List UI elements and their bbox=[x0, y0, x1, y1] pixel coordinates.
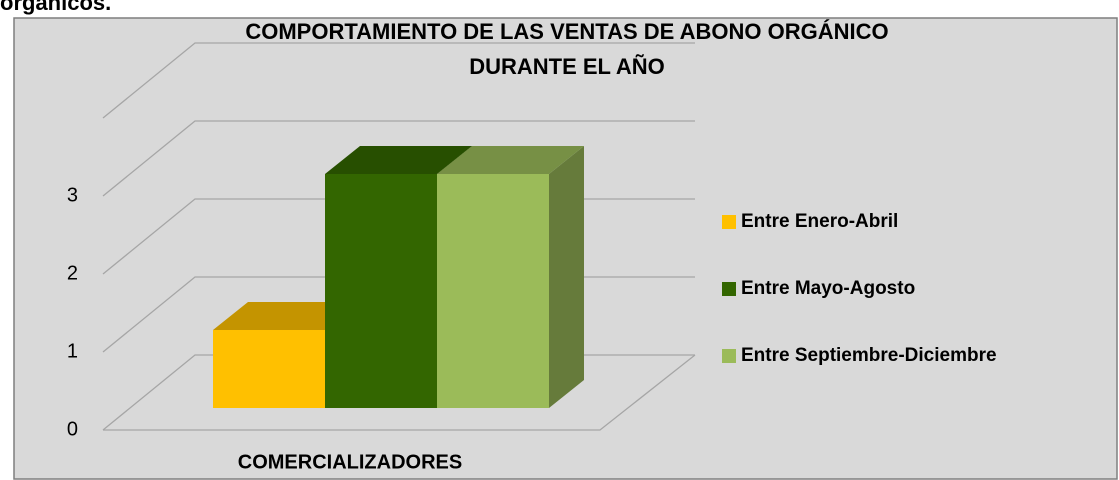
legend-swatch bbox=[722, 215, 736, 229]
grid-line bbox=[102, 120, 695, 197]
chart-title: COMPORTAMIENTO DE LAS VENTAS DE ABONO OR… bbox=[245, 19, 888, 44]
bar-side bbox=[549, 146, 584, 408]
wall-edge bbox=[102, 42, 695, 119]
legend-label: Entre Septiembre-Diciembre bbox=[741, 345, 997, 366]
x-tick-label: COMERCIALIZADORES bbox=[238, 451, 462, 473]
caption: orgánicos. bbox=[0, 0, 111, 15]
y-tick-label: 0 bbox=[67, 418, 78, 440]
y-tick-label: 1 bbox=[67, 340, 78, 362]
bar-top bbox=[437, 146, 584, 174]
legend-swatch bbox=[722, 349, 736, 363]
bar-top bbox=[325, 146, 472, 174]
y-tick-label: 2 bbox=[67, 262, 78, 284]
bar bbox=[325, 174, 437, 408]
bar bbox=[437, 174, 549, 408]
bar-top bbox=[213, 302, 360, 330]
legend-swatch bbox=[722, 282, 736, 296]
bar bbox=[213, 330, 325, 408]
y-tick-label: 3 bbox=[67, 184, 78, 206]
floor-front bbox=[103, 354, 696, 431]
legend-label: Entre Mayo-Agosto bbox=[741, 278, 915, 299]
legend-label: Entre Enero-Abril bbox=[741, 211, 898, 232]
chart-title: DURANTE EL AÑO bbox=[469, 54, 665, 79]
